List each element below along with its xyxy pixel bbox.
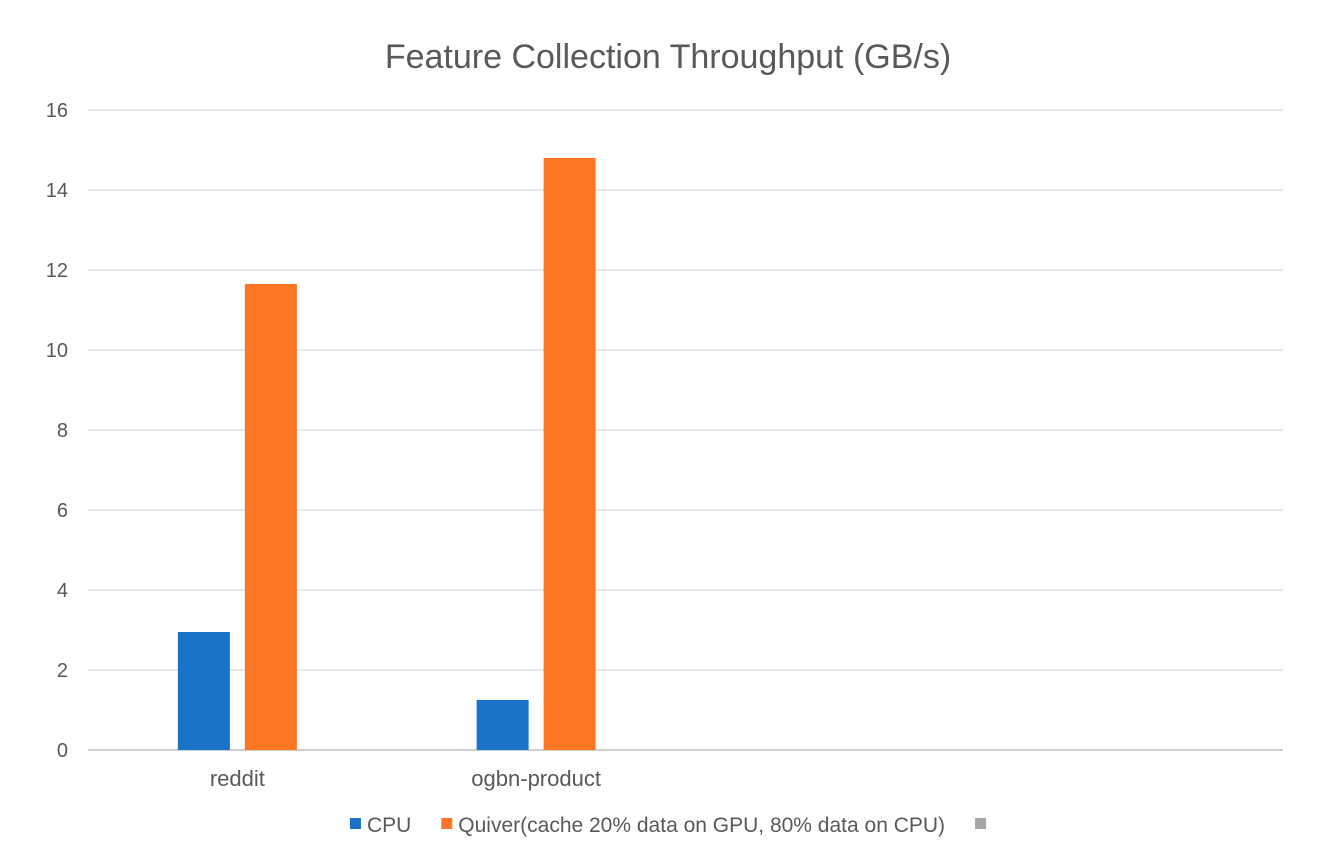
legend-item: Quiver(cache 20% data on GPU, 80% data o… bbox=[441, 814, 945, 837]
y-tick-label: 12 bbox=[46, 260, 68, 282]
legend: CPU Quiver(cache 20% data on GPU, 80% dat… bbox=[349, 814, 987, 837]
y-tick-label: 16 bbox=[46, 100, 68, 122]
y-tick-label: 6 bbox=[57, 500, 68, 522]
x-category-label: ogbn-product bbox=[471, 766, 601, 791]
y-tick-label: 8 bbox=[57, 420, 68, 442]
legend-label: Quiver(cache 20% data on GPU, 80% data o… bbox=[458, 814, 945, 837]
bar-cpu-ogbn-product bbox=[476, 700, 529, 750]
y-tick-label: 14 bbox=[46, 180, 68, 202]
y-axis-ticks: 0 2 4 6 8 10 12 14 16 bbox=[46, 100, 68, 762]
y-tick-label: 10 bbox=[46, 340, 68, 362]
y-tick-label: 4 bbox=[57, 580, 68, 602]
legend-label: CPU bbox=[367, 814, 411, 837]
legend-swatch bbox=[349, 818, 361, 829]
legend-swatch bbox=[441, 818, 453, 829]
legend-swatch bbox=[975, 818, 987, 829]
bar-cpu-reddit bbox=[177, 632, 230, 750]
x-axis-categories: reddit ogbn-product bbox=[210, 766, 601, 791]
bar-quiver-reddit bbox=[244, 284, 297, 750]
y-tick-label: 0 bbox=[57, 740, 68, 762]
legend-item bbox=[975, 818, 987, 829]
x-category-label: reddit bbox=[210, 766, 265, 791]
bars bbox=[177, 158, 596, 750]
y-tick-label: 2 bbox=[57, 660, 68, 682]
legend-item: CPU bbox=[349, 814, 411, 837]
bar-quiver-ogbn-product bbox=[543, 158, 596, 750]
chart-title: Feature Collection Throughput (GB/s) bbox=[385, 38, 951, 76]
